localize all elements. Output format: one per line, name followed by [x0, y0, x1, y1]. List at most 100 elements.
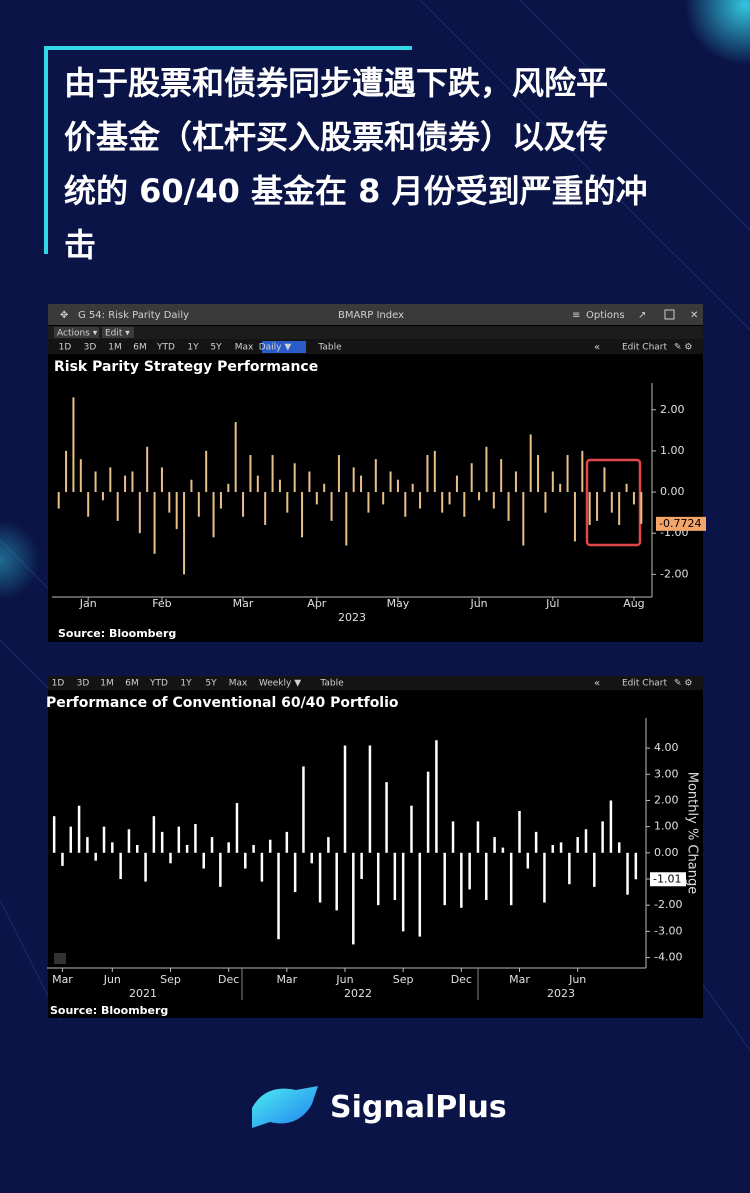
bar	[617, 842, 621, 853]
icon[interactable]: ✎ ⚙	[674, 679, 692, 689]
bar	[625, 483, 628, 493]
bar	[509, 852, 513, 906]
bar	[529, 434, 532, 493]
toolbar-button[interactable]: YTD	[156, 343, 175, 353]
bar	[94, 471, 97, 493]
chart-title: Risk Parity Strategy Performance	[54, 359, 318, 375]
bar	[360, 475, 363, 493]
bar	[227, 483, 230, 493]
toolbar-button[interactable]: Table	[317, 343, 342, 353]
header-bracket	[44, 46, 412, 254]
toolbar-button[interactable]: 3D	[77, 679, 90, 689]
bar	[468, 852, 471, 890]
bar	[581, 450, 584, 493]
bar	[518, 810, 521, 853]
popout[interactable]: ↗	[638, 310, 646, 321]
toolbar-button[interactable]: 5Y	[210, 343, 222, 353]
bar	[330, 492, 333, 521]
bar	[426, 771, 430, 853]
bar	[219, 852, 222, 887]
bar	[618, 492, 621, 525]
bar	[566, 455, 569, 493]
bar	[632, 492, 635, 505]
toolbar-button[interactable]: YTD	[149, 679, 168, 689]
bar	[544, 492, 547, 513]
bar	[260, 852, 264, 882]
last-value-tag	[650, 872, 686, 887]
bar	[374, 459, 377, 493]
bar	[376, 852, 380, 906]
bar	[551, 471, 554, 493]
bar	[119, 852, 122, 879]
year-label: 2023	[338, 611, 366, 624]
bar	[470, 463, 473, 493]
bar	[183, 492, 186, 575]
bar	[69, 826, 73, 853]
bar	[634, 852, 638, 880]
bar	[116, 492, 119, 521]
bar	[507, 492, 510, 521]
y-tick-label: 2.00	[654, 793, 679, 806]
bar	[352, 852, 355, 945]
menu-item[interactable]: Actions ▾	[57, 329, 98, 339]
bar	[152, 816, 156, 853]
menu-item[interactable]: Edit ▾	[105, 329, 130, 339]
bar	[153, 492, 156, 554]
bar	[202, 852, 205, 869]
bar	[559, 842, 563, 853]
bar	[61, 852, 64, 866]
toolbar-button[interactable]: 1D	[52, 679, 65, 689]
icon[interactable]: ✎ ⚙	[674, 343, 692, 353]
edit-chart[interactable]: Edit Chart	[622, 343, 667, 353]
x-tick-label: Jul	[545, 597, 559, 610]
x-tick-label: Mar	[276, 973, 297, 986]
toolbar-button[interactable]: 1Y	[180, 679, 192, 689]
x-tick-label: May	[387, 597, 410, 610]
toolbar-button[interactable]: Max	[235, 343, 254, 353]
x-tick-label: Aug	[623, 597, 644, 610]
bar	[138, 492, 141, 534]
bar	[210, 837, 214, 853]
bar	[212, 492, 215, 538]
maximize[interactable]	[664, 309, 675, 320]
last-value-label: -1.01	[653, 872, 681, 885]
bar	[327, 837, 330, 853]
security[interactable]: BMARP Index	[338, 310, 404, 321]
bar	[101, 492, 104, 501]
toolbar-button[interactable]: 1M	[108, 343, 122, 353]
toolbar-button[interactable]: 3D	[84, 343, 97, 353]
toolbar-button[interactable]: Table	[319, 679, 344, 689]
toolbar-button[interactable]: 6M	[133, 343, 147, 353]
close[interactable]: ✕	[690, 310, 698, 321]
bar	[285, 831, 289, 853]
toolbar-button[interactable]: Weekly ▼	[259, 679, 301, 689]
toolbar-button[interactable]: 1M	[100, 679, 114, 689]
brand-name: SignalPlus	[330, 1090, 507, 1125]
toolbar-button[interactable]: 1D	[59, 343, 72, 353]
bar	[111, 842, 114, 853]
y-tick-label: 0.00	[660, 485, 685, 498]
window-title: G 54: Risk Parity Daily	[78, 310, 189, 321]
bar	[485, 446, 488, 493]
bar	[124, 475, 127, 493]
zoom-icon[interactable]	[54, 953, 66, 964]
toolbar-button[interactable]: 5Y	[205, 679, 217, 689]
toolbar-button[interactable]: 1Y	[187, 343, 199, 353]
toolbar-button[interactable]: Daily ▼	[259, 343, 292, 353]
bar	[256, 475, 259, 493]
edit-chart[interactable]: Edit Chart	[622, 679, 667, 689]
x-tick-label: Mar	[52, 973, 73, 986]
bar	[609, 800, 613, 853]
y-tick-label: 1.00	[660, 444, 685, 457]
header-title: 价基金（杠杆买入股票和债券）以及传	[64, 118, 608, 156]
year-label: 2022	[344, 987, 372, 1000]
bar	[411, 483, 414, 493]
toolbar-button[interactable]: Max	[229, 679, 248, 689]
options[interactable]: Options	[586, 310, 625, 321]
bar	[551, 844, 554, 853]
bar	[448, 492, 451, 505]
toolbar-button[interactable]: 6M	[125, 679, 139, 689]
bar	[219, 492, 222, 509]
header-title: 击	[64, 226, 96, 264]
y-tick-label: 3.00	[654, 767, 679, 780]
